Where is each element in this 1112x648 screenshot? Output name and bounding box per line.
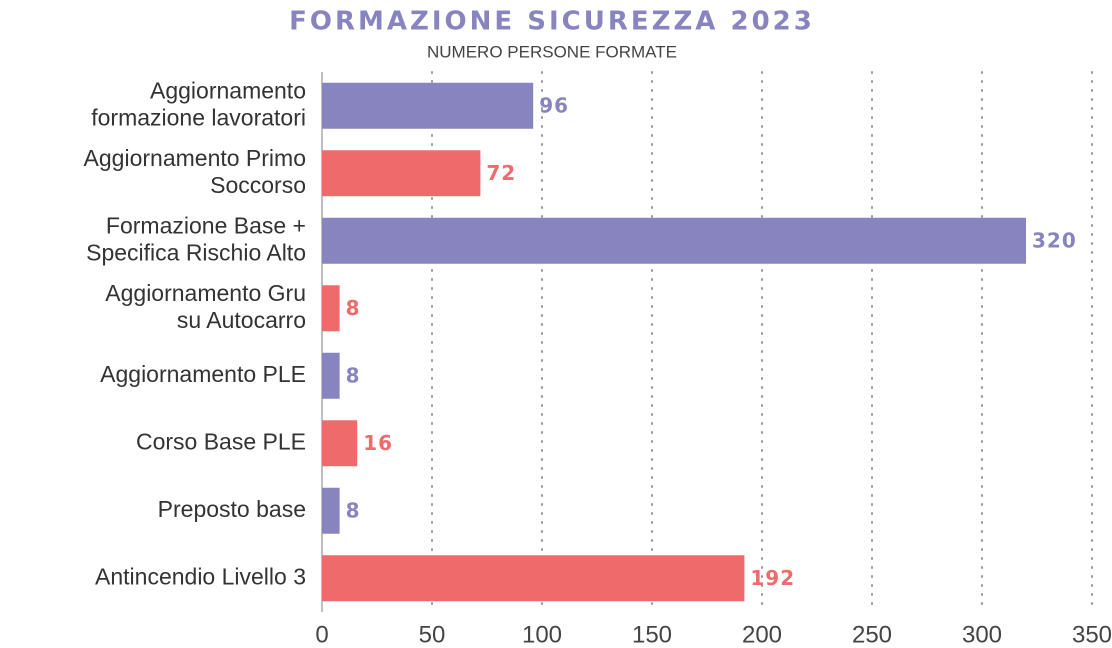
value-label: 16 <box>363 431 393 455</box>
value-label: 8 <box>346 363 361 387</box>
y-tick-label-line: Aggiornamento PLE <box>100 361 306 387</box>
y-tick-label-line: Soccorso <box>210 172 306 198</box>
bar <box>322 352 340 399</box>
x-tick-label: 250 <box>852 621 892 648</box>
x-tick-label: 50 <box>419 621 446 648</box>
y-tick-label: Aggiornamento formazione lavoratori <box>91 77 306 130</box>
x-tick-label: 150 <box>632 621 672 648</box>
bar <box>322 487 340 534</box>
chart-title: FORMAZIONE SICUREZZA 2023 <box>289 7 815 37</box>
x-tick-label: 350 <box>1072 621 1112 648</box>
y-tick-label-line: formazione lavoratori <box>91 104 306 130</box>
y-tick-label: Formazione Base + Specifica Rischio Alto <box>86 212 306 265</box>
y-tick-label-line: Preposto base <box>158 496 306 522</box>
y-tick-label: Aggiornamento Primo Soccorso <box>84 145 306 198</box>
y-tick-label-line: Aggiornamento Gru <box>105 280 306 306</box>
y-tick-label-line: Antincendio Livello 3 <box>95 563 306 589</box>
x-tick-label: 100 <box>522 621 562 648</box>
y-tick-label-line: Specifica Rischio Alto <box>86 239 306 265</box>
value-label: 192 <box>750 566 795 590</box>
value-label: 8 <box>346 498 361 522</box>
bar <box>322 217 1026 264</box>
x-tick-label: 200 <box>742 621 782 648</box>
y-tick-label: Aggiornamento PLE <box>100 361 306 387</box>
y-tick-label-line: Formazione Base + <box>106 212 306 238</box>
y-tick-label: Antincendio Livello 3 <box>95 563 306 589</box>
value-label: 320 <box>1032 228 1077 252</box>
y-tick-label-line: su Autocarro <box>177 307 306 333</box>
bar <box>322 420 358 467</box>
x-tick-label: 0 <box>315 621 328 648</box>
value-label: 8 <box>346 296 361 320</box>
value-label: 96 <box>539 93 569 117</box>
y-tick-label-line: Corso Base PLE <box>136 428 306 454</box>
y-tick-label-line: Aggiornamento <box>150 77 306 103</box>
bar <box>322 150 481 197</box>
value-label: 72 <box>486 161 516 185</box>
bar <box>322 82 534 129</box>
bar <box>322 285 340 332</box>
y-tick-label: Corso Base PLE <box>136 428 306 454</box>
y-tick-label-line: Aggiornamento Primo <box>84 145 306 171</box>
x-tick-label: 300 <box>962 621 1002 648</box>
bar <box>322 555 745 602</box>
chart-subtitle: NUMERO PERSONE FORMATE <box>427 42 677 61</box>
y-tick-label: Aggiornamento Gru su Autocarro <box>105 280 306 333</box>
y-tick-label: Preposto base <box>158 496 306 522</box>
